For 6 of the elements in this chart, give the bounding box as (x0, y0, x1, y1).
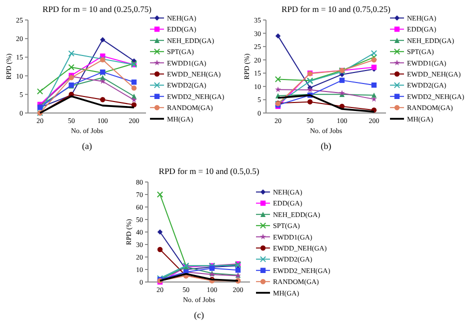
chart-title: RPD for m = 10 and (0.75,0.25) (282, 4, 391, 14)
chart-title: RPD for m = 10 and (0.5,0.5) (158, 166, 260, 176)
chart-title: RPD for m = 10 and (0.25,0.75) (42, 4, 152, 14)
text: (a) (82, 141, 92, 151)
text: (b) (320, 141, 332, 151)
text: (c) (194, 310, 204, 320)
